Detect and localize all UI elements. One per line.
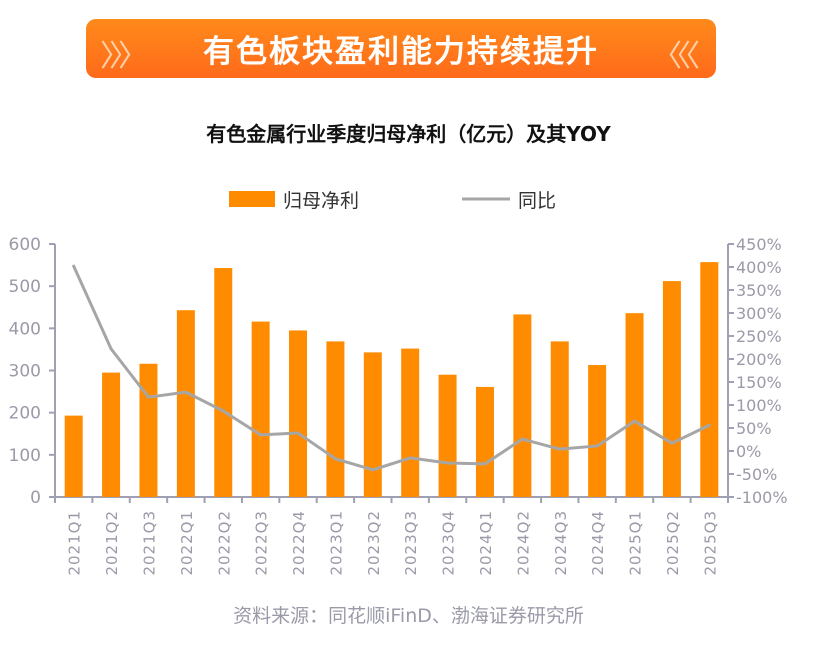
right-tick-label: 0% [736,442,761,461]
x-tick-label: 2021Q3 [140,510,158,576]
right-tick-label: 350% [736,281,782,300]
yoy-point-2022Q3 [259,433,263,437]
left-tick-label: 200 [9,404,41,424]
bar-2023Q4 [438,374,457,497]
bar-2022Q4 [289,330,308,497]
source-note: 资料来源：同花顺iFinD、渤海证券研究所 [233,605,584,627]
x-tick-label: 2023Q2 [365,510,383,576]
bar-2025Q2 [662,281,681,497]
yoy-point-2022Q2 [221,409,225,413]
x-tick-label: 2025Q1 [627,510,645,576]
bar-2024Q1 [475,386,494,497]
bar-2024Q2 [513,314,532,497]
left-tick-label: 500 [9,277,41,297]
right-tick-label: 300% [736,304,782,323]
yoy-point-2023Q4 [446,461,450,465]
yoy-point-2022Q4 [296,431,300,435]
left-tick-label: 300 [9,362,41,382]
left-tick-label: 0 [30,488,41,508]
x-tick-label: 2025Q3 [701,510,719,576]
left-tick-label: 600 [9,235,41,255]
bar-2022Q3 [251,321,270,497]
yoy-point-2024Q3 [558,447,562,451]
yoy-point-2025Q3 [707,423,711,427]
left-tick-label: 400 [9,319,41,339]
yoy-point-2021Q1 [72,264,76,268]
right-tick-label: -50% [736,465,777,484]
yoy-line [72,265,710,472]
x-tick-label: 2024Q3 [552,510,570,576]
yoy-point-2022Q1 [184,390,188,394]
right-tick-label: 200% [736,350,782,369]
right-tick-label: 400% [736,258,782,277]
x-tick-label: 2025Q2 [664,510,682,576]
right-tick-label: 150% [736,373,782,392]
yoy-point-2023Q1 [333,457,337,461]
bar-2024Q4 [588,365,607,497]
left-tick-label: 100 [9,446,41,466]
yoy-point-2025Q2 [670,441,674,445]
x-tick-label: 2024Q4 [589,510,607,576]
bar-2021Q1 [64,415,83,497]
x-tick-label: 2022Q2 [215,510,233,576]
yoy-point-2023Q2 [371,468,375,472]
x-tick-label: 2023Q1 [327,510,345,576]
x-tick-label: 2022Q1 [178,510,196,576]
bar-2022Q2 [214,268,233,497]
legend-bar-label: 归母净利 [283,190,359,212]
legend-bar-swatch [229,191,275,207]
yoy-point-2024Q2 [520,437,524,441]
bar-2021Q2 [102,372,121,497]
x-tick-label: 2021Q2 [103,510,121,576]
bar-2022Q1 [176,310,195,497]
double-chevron-left-icon: 〈〈〈 [652,39,700,74]
bar-2025Q1 [625,313,644,497]
yoy-point-2023Q3 [408,456,412,460]
bar-2023Q1 [326,341,345,497]
chart-title: 有色金属行业季度归母净利（亿元）及其YOY [206,122,611,146]
double-chevron-right-icon: 〉〉〉 [100,39,148,74]
x-tick-label: 2021Q1 [66,510,84,576]
right-tick-label: 100% [736,396,782,415]
banner-text: 有色板块盈利能力持续提升 [203,34,599,70]
bar-2025Q3 [700,262,719,497]
x-tick-label: 2022Q4 [290,510,308,576]
x-tick-label: 2024Q2 [514,510,532,576]
yoy-point-2021Q2 [109,347,113,351]
bar-2021Q3 [139,363,158,497]
bar-2023Q3 [401,348,420,497]
yoy-point-2021Q3 [146,395,150,399]
right-tick-label: 250% [736,327,782,346]
right-tick-label: 50% [736,419,772,438]
bar-2024Q3 [550,341,569,497]
right-tick-label: 450% [736,235,782,254]
right-tick-label: -100% [736,488,788,507]
x-tick-label: 2023Q3 [402,510,420,576]
banner: 〉〉〉 有色板块盈利能力持续提升 〈〈〈 [86,19,716,78]
x-tick-label: 2023Q4 [440,510,458,576]
bar-2023Q2 [363,352,382,497]
x-tick-label: 2024Q1 [477,510,495,576]
legend-line-label: 同比 [518,190,556,212]
x-tick-label: 2022Q3 [253,510,271,576]
yoy-point-2024Q1 [483,462,487,466]
yoy-point-2025Q1 [633,419,637,423]
yoy-point-2024Q4 [595,444,599,448]
